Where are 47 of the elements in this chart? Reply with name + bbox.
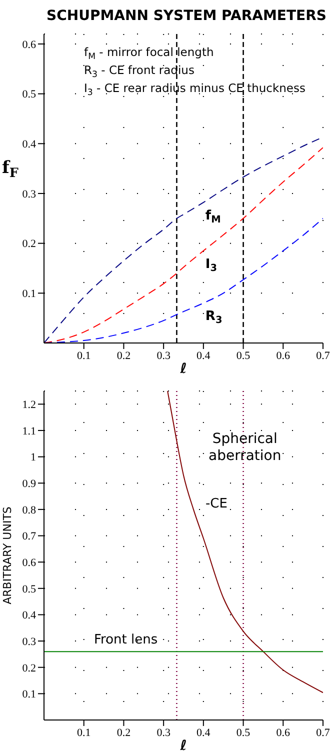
- x-tick-label: 0.5: [236, 350, 251, 362]
- series-label: Front lens: [94, 632, 158, 648]
- series-label: f$_{M}$: [205, 208, 221, 226]
- y-tick-label: 0.1: [22, 288, 36, 300]
- x-tick-label: 0.1: [76, 726, 91, 739]
- x-tick-label: 0.4: [196, 350, 211, 362]
- x-tick-label: 0.3: [156, 350, 171, 362]
- y-tick-label: 0.2: [22, 662, 36, 674]
- y-tick-label: 0.2: [22, 238, 36, 250]
- y-tick-label: 1.2: [22, 399, 36, 412]
- series-label: R$_{3}$: [205, 309, 222, 326]
- x-tick-label: 0.2: [116, 726, 131, 739]
- x-tick-label: 0.1: [76, 350, 91, 362]
- x-tick-label: 0.7: [316, 350, 330, 362]
- y-tick-label: 0.1: [22, 688, 36, 701]
- x-tick-label: 0.7: [316, 726, 330, 739]
- x-axis-title: ℓ: [179, 738, 187, 754]
- y-tick-label: 0.8: [22, 504, 36, 516]
- y-tick-label: 0.7: [22, 530, 36, 543]
- y-tick-label: 0.3: [22, 188, 36, 200]
- line-series: [167, 391, 323, 694]
- y-tick-label: 0.9: [22, 478, 36, 490]
- y-tick-label: 0.5: [22, 583, 36, 596]
- x-tick-label: 0.4: [196, 726, 211, 739]
- y-tick-label: 0.5: [22, 88, 36, 101]
- y-tick-label: 0.6: [22, 38, 36, 51]
- x-axis-title: ℓ: [179, 361, 187, 377]
- y-tick-label: 1.1: [22, 425, 36, 438]
- x-tick-label: 0.6: [276, 350, 291, 362]
- annotation: f$_{M}$ - mirror focal length: [84, 45, 214, 62]
- y-tick-label: 0.4: [22, 138, 36, 151]
- annotation: I$_{3}$ - CE rear radius minus CE thuckness: [84, 81, 306, 98]
- x-tick-label: 0.2: [116, 350, 131, 362]
- annotation: Spherical aberration: [208, 431, 282, 464]
- y-axis-title: f$_{F}$: [2, 158, 18, 181]
- y-tick-label: 0.3: [22, 636, 36, 648]
- x-tick-label: 0.3: [156, 726, 171, 739]
- annotation: R$_{3}$ - CE front radius: [84, 63, 194, 80]
- y-tick-label: 0.4: [22, 610, 36, 622]
- series-label: I$_{3}$: [205, 256, 218, 274]
- y-tick-label: 1: [30, 452, 36, 464]
- chart-title: SCHUPMANN SYSTEM PARAMETERS: [46, 8, 326, 24]
- x-tick-label: 0.5: [236, 726, 251, 739]
- series-label: -CE: [205, 496, 228, 512]
- y-axis-title: ARBITRARY UNITS: [1, 506, 14, 604]
- x-tick-label: 0.6: [276, 726, 291, 739]
- y-tick-label: 0.6: [22, 556, 36, 569]
